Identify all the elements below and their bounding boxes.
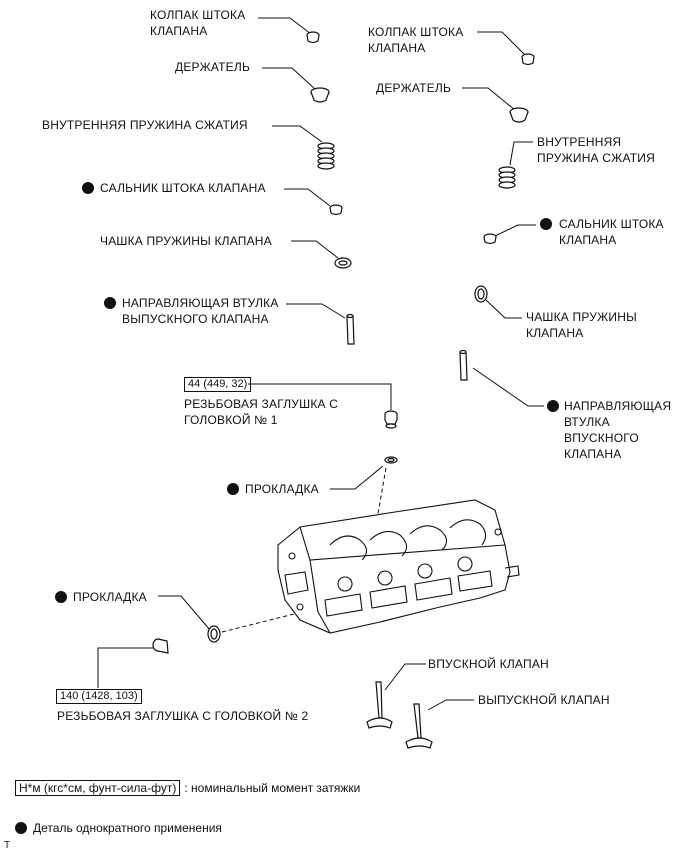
leader-left-inner-spring — [272, 125, 323, 143]
right-retainer-part — [509, 107, 529, 123]
label-left-retainer: ДЕРЖАТЕЛЬ — [175, 60, 251, 74]
legend-non-reusable-text: Деталь однократного применения — [33, 821, 222, 835]
label-left-valve-cap: КОЛПАК ШТОКА КЛАПАНА — [150, 7, 245, 39]
leader-right-valve-cap — [477, 31, 526, 56]
label-intake-guide-text: НАПРАВЛЯЮЩАЯ ВТУЛКА ВПУСКНОГО КЛАПАНА — [564, 399, 672, 461]
label-intake-valve: ВПУСКНОЙ КЛАПАН — [428, 657, 549, 671]
left-spring-seat-part — [334, 257, 352, 269]
non-reusable-dot-icon — [104, 297, 116, 309]
label-gasket-upper-text: ПРОКЛАДКА — [245, 482, 319, 496]
non-reusable-dot-icon — [55, 591, 67, 603]
label-intake-guide: НАПРАВЛЯЮЩАЯ ВТУЛКА ВПУСКНОГО КЛАПАНА — [547, 398, 671, 462]
non-reusable-dot-icon — [82, 182, 94, 194]
exhaust-guide-part — [346, 313, 355, 345]
non-reusable-dot-icon — [227, 483, 239, 495]
label-right-retainer: ДЕРЖАТЕЛЬ — [376, 81, 452, 95]
label-right-valve-cap: КОЛПАК ШТОКА КЛАПАНА — [368, 25, 464, 55]
leader-plug1 — [248, 383, 392, 410]
label-plug1: РЕЗЬБОВАЯ ЗАГЛУШКА С ГОЛОВКОЙ № 1 — [184, 397, 339, 427]
intake-guide-part — [459, 349, 468, 381]
left-stem-seal-part — [329, 204, 343, 216]
label-right-spring-seat: ЧАШКА ПРУЖИНЫ КЛАПАНА — [526, 310, 637, 340]
leader-left-spring-seat — [291, 240, 339, 259]
leader-exhaust-guide — [286, 303, 346, 319]
leader-intake-guide — [472, 367, 544, 407]
plug1-torque-box: 44 (449, 32) — [184, 377, 252, 392]
leader-left-retainer — [262, 67, 317, 91]
label-left-stem-seal-text: САЛЬНИК ШТОКА КЛАПАНА — [100, 181, 266, 195]
leader-gasket-lower — [158, 595, 211, 631]
label-left-spring-seat: ЧАШКА ПРУЖИНЫ КЛАПАНА — [100, 234, 272, 248]
gasket-upper-part — [384, 456, 398, 464]
right-spring-seat-part — [474, 285, 488, 303]
legend-torque: Н*м (кгс*см, фунт-сила-фут): номинальный… — [15, 780, 360, 796]
legend-torque-box: Н*м (кгс*см, фунт-сила-фут) — [15, 780, 181, 796]
right-spring-part — [498, 166, 516, 189]
plug1-part — [384, 410, 398, 429]
non-reusable-dot-icon — [15, 822, 27, 834]
plug2-part — [152, 638, 169, 654]
label-gasket-lower: ПРОКЛАДКА — [55, 589, 147, 605]
assembly-line-lower — [221, 611, 303, 633]
intake-valve-part — [366, 681, 393, 729]
label-exhaust-valve: ВЫПУСКНОЙ КЛАПАН — [478, 693, 610, 707]
cylinder-head-part — [277, 499, 520, 634]
label-exhaust-guide-text: НАПРАВЛЯЮЩАЯ ВТУЛКА ВЫПУСКНОГО КЛАПАНА — [122, 296, 279, 326]
label-gasket-upper: ПРОКЛАДКА — [227, 481, 319, 497]
leader-gasket-upper — [330, 465, 384, 490]
footer-mark: T — [4, 840, 11, 851]
label-right-inner-spring: ВНУТРЕННЯЯ ПРУЖИНА СЖАТИЯ — [537, 135, 655, 165]
leader-exhaust-valve — [427, 699, 474, 711]
plug2-torque-box: 140 (1428, 103) — [56, 689, 142, 704]
label-left-valve-cap-text: КОЛПАК ШТОКА КЛАПАНА — [150, 8, 246, 38]
right-valve-cap-part — [521, 53, 535, 66]
exhaust-valve-part — [405, 703, 433, 749]
label-plug2: РЕЗЬБОВАЯ ЗАГЛУШКА С ГОЛОВКОЙ № 2 — [57, 709, 309, 723]
leader-right-inner-spring — [509, 141, 533, 166]
legend-non-reusable: Деталь однократного применения — [15, 820, 222, 836]
label-left-inner-spring: ВНУТРЕННЯЯ ПРУЖИНА СЖАТИЯ — [42, 118, 248, 132]
gasket-lower-part — [207, 625, 221, 643]
left-valve-cap-part — [306, 31, 320, 44]
label-left-stem-seal: САЛЬНИК ШТОКА КЛАПАНА — [82, 180, 266, 196]
leader-left-stem-seal — [284, 188, 331, 207]
left-spring-part — [317, 142, 335, 170]
label-right-stem-seal: САЛЬНИК ШТОКА КЛАПАНА — [540, 216, 664, 248]
label-exhaust-guide: НАПРАВЛЯЮЩАЯ ВТУЛКА ВЫПУСКНОГО КЛАПАНА — [104, 295, 279, 327]
left-retainer-part — [310, 87, 330, 103]
leader-plug2 — [97, 647, 153, 688]
label-gasket-lower-text: ПРОКЛАДКА — [73, 590, 147, 604]
right-stem-seal-part — [483, 233, 497, 245]
leader-left-valve-cap — [258, 17, 312, 35]
leader-right-retainer — [462, 87, 516, 111]
non-reusable-dot-icon — [547, 400, 559, 412]
legend-torque-desc: : номинальный момент затяжки — [184, 781, 361, 795]
leader-intake-valve — [384, 663, 426, 691]
non-reusable-dot-icon — [540, 218, 552, 230]
leader-right-stem-seal — [494, 224, 536, 237]
leader-right-spring-seat — [485, 299, 522, 319]
label-right-stem-seal-text: САЛЬНИК ШТОКА КЛАПАНА — [559, 217, 664, 247]
